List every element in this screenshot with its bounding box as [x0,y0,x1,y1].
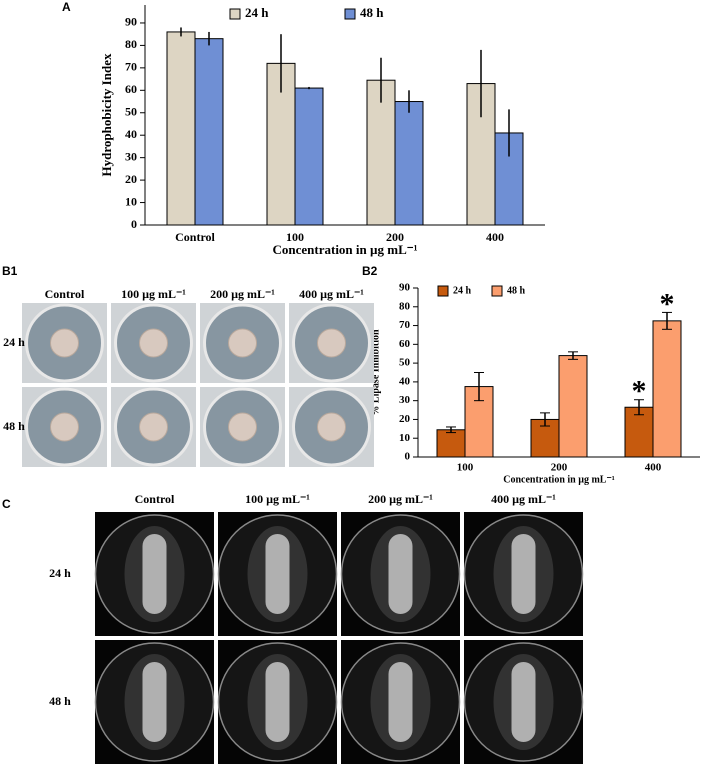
bar [558,355,588,458]
legend-swatch [437,285,449,297]
panel-label: B2 [362,264,378,278]
legend-label: 24 h [245,5,269,20]
y-tick-label: 30 [125,149,137,163]
colony [50,412,79,442]
y-tick-label: 80 [125,37,137,51]
y-tick-label: 60 [399,338,411,350]
row-label: 48 h [49,694,71,708]
annotation: * [632,375,647,408]
error-bar [568,351,578,360]
column-header: Control [45,287,85,301]
colony [317,412,346,442]
y-tick-label: 90 [399,282,411,294]
bar [194,38,224,226]
colony [139,328,168,358]
x-tick-label: 400 [645,462,662,474]
error-bar [634,399,644,416]
x-tick-label: Control [175,230,215,244]
x-tick-label: 200 [551,462,568,474]
x-axis-title: Concentration in µg mL⁻¹ [503,474,615,485]
x-tick-label: 400 [486,230,504,244]
y-tick-label: 30 [399,394,411,406]
colony [511,662,536,742]
row-label: 24 h [3,335,25,349]
legend-swatch [491,285,503,297]
y-tick-label: 40 [125,127,137,141]
colony [317,328,346,358]
y-tick-label: 60 [125,82,137,96]
colony [228,412,257,442]
y-tick-label: 20 [125,172,137,186]
column-header: Control [135,492,175,506]
x-axis-title: Concentration in µg mL⁻¹ [273,242,418,257]
legend-label: 24 h [453,285,472,296]
error-bar [662,311,672,330]
legend-label: 48 h [507,285,526,296]
column-header: 100 µg mL⁻¹ [121,287,186,301]
colony [139,412,168,442]
y-tick-label: 10 [125,194,137,208]
panel-label: B1 [2,264,18,278]
y-tick-label: 10 [399,432,411,444]
bar [294,87,324,226]
y-tick-label: 80 [399,300,411,312]
bar [166,31,196,226]
colony [388,534,413,614]
column-header: 200 µg mL⁻¹ [368,492,433,506]
column-header: 200 µg mL⁻¹ [210,287,275,301]
y-tick-label: 0 [131,217,137,231]
colony [142,662,167,742]
y-tick-label: 70 [125,60,137,74]
y-tick-label: 0 [405,451,411,463]
colony [228,328,257,358]
y-tick-label: 20 [399,413,411,425]
legend-label: 48 h [360,5,384,20]
y-axis-title: % Lipase Inhibition [370,329,381,416]
column-header: 100 µg mL⁻¹ [245,492,310,506]
bar [436,429,466,458]
row-label: 48 h [3,419,25,433]
bar [652,320,682,458]
legend-swatch [229,8,241,20]
annotation: * [660,287,675,320]
bar [394,101,424,226]
y-tick-label: 50 [399,357,411,369]
colony [265,662,290,742]
y-tick-label: 90 [125,15,137,29]
x-tick-label: 100 [457,462,474,474]
error-bar [474,372,484,402]
column-header: 400 µg mL⁻¹ [299,287,364,301]
error-bar [446,426,456,434]
bar [624,406,654,458]
colony [511,534,536,614]
y-tick-label: 40 [399,375,411,387]
y-tick-label: 70 [399,319,411,331]
error-bar [540,412,550,427]
x-tick-label: 200 [386,230,404,244]
bar [366,79,396,226]
legend-swatch [344,8,356,20]
y-axis-title: Hydrophobicity Index [99,53,114,176]
x-tick-label: 100 [286,230,304,244]
panel-label: C [2,497,11,511]
y-tick-label: 50 [125,105,137,119]
colony [388,662,413,742]
colony [265,534,290,614]
panel-label: A [62,0,71,14]
colony [142,534,167,614]
colony [50,328,79,358]
column-header: 400 µg mL⁻¹ [491,492,556,506]
row-label: 24 h [49,566,71,580]
